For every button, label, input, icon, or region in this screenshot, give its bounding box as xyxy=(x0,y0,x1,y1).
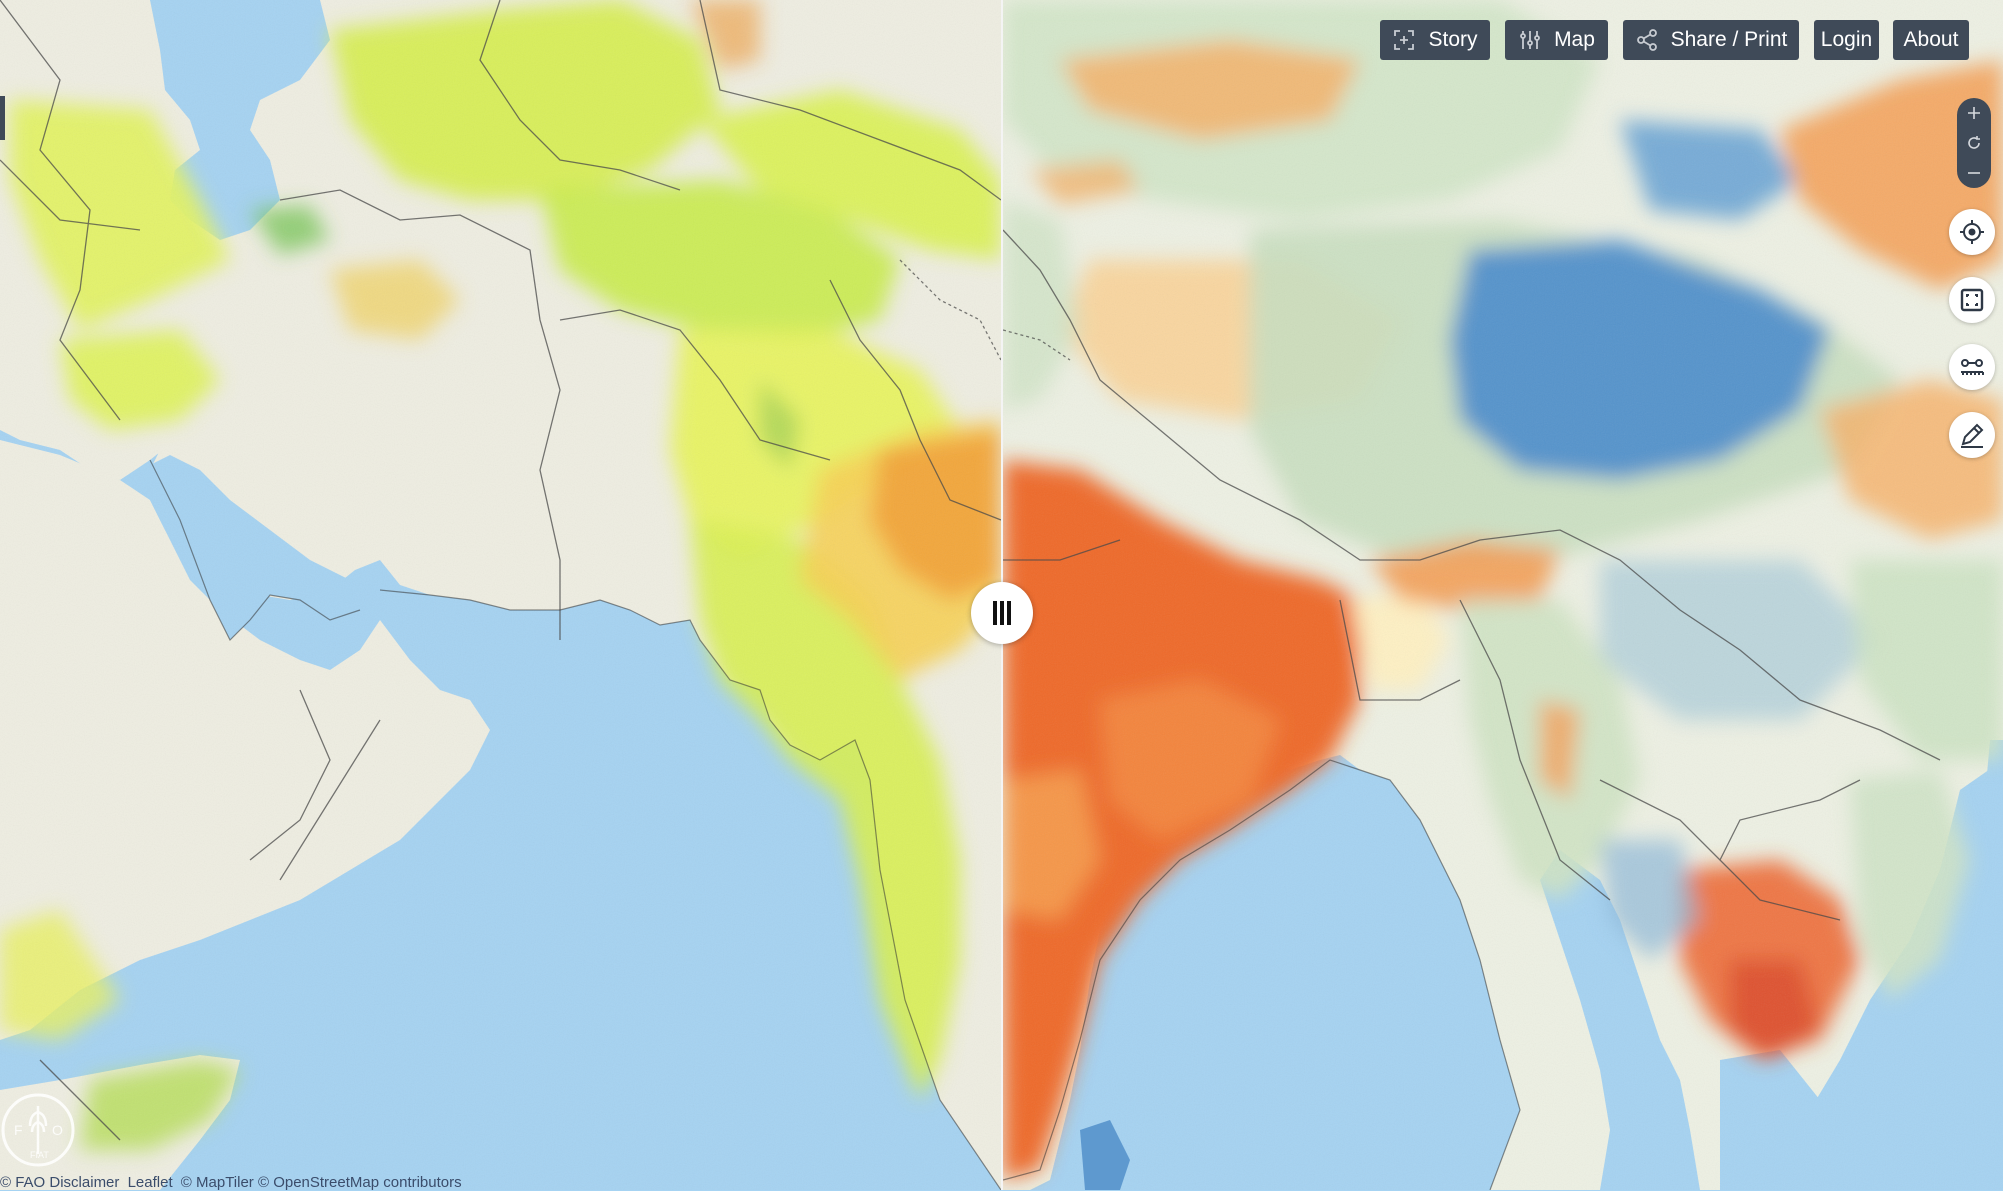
story-button[interactable]: Story xyxy=(1380,20,1490,60)
svg-text:O: O xyxy=(52,1122,63,1138)
fao-disclaimer-link[interactable]: © FAO Disclaimer xyxy=(0,1174,120,1191)
plus-icon xyxy=(1968,107,1980,119)
fullscreen-icon xyxy=(1960,288,1984,312)
crosshair-icon xyxy=(1960,220,1984,244)
measure-button[interactable] xyxy=(1949,344,1995,390)
zoom-control xyxy=(1957,98,1991,188)
side-panel-tab[interactable] xyxy=(0,96,5,140)
map-button[interactable]: Map xyxy=(1505,20,1608,60)
pencil-icon xyxy=(1961,423,1984,448)
map-attribution: © FAO Disclaimer Leaflet © MapTiler © Op… xyxy=(0,1174,466,1191)
disputed-borders xyxy=(899,259,1071,361)
swipe-handle[interactable] xyxy=(971,582,1033,644)
tile-attribution[interactable]: © MapTiler © OpenStreetMap contributors xyxy=(180,1174,462,1191)
zoom-in-button[interactable] xyxy=(1957,98,1991,128)
share-label: Share / Print xyxy=(1670,28,1788,51)
fullscreen-button[interactable] xyxy=(1949,277,1995,323)
sri-lanka xyxy=(1080,1120,1130,1190)
about-label: About xyxy=(1903,28,1959,51)
login-label: Login xyxy=(1820,28,1873,51)
svg-text:F: F xyxy=(14,1122,23,1138)
svg-text:FIAT: FIAT xyxy=(30,1150,49,1160)
about-button[interactable]: About xyxy=(1893,20,1969,60)
draw-button[interactable] xyxy=(1949,412,1995,458)
reset-view-button[interactable] xyxy=(1957,128,1991,158)
login-button[interactable]: Login xyxy=(1814,20,1879,60)
map-sliders-icon xyxy=(1518,28,1542,52)
coastlines xyxy=(149,459,1521,1190)
map-label: Map xyxy=(1554,28,1595,51)
share-print-button[interactable]: Share / Print xyxy=(1623,20,1799,60)
minus-icon xyxy=(1968,172,1980,174)
swipe-handle-icon xyxy=(993,601,1011,625)
country-borders xyxy=(0,0,1941,1141)
leaflet-link[interactable]: Leaflet xyxy=(127,1174,173,1191)
rotate-icon xyxy=(1968,136,1980,149)
story-expand-icon xyxy=(1392,28,1416,52)
share-icon xyxy=(1635,28,1659,52)
measure-icon xyxy=(1961,359,1984,375)
locate-button[interactable] xyxy=(1949,209,1995,255)
zoom-out-button[interactable] xyxy=(1957,158,1991,188)
story-label: Story xyxy=(1428,28,1478,51)
fao-logo-icon: F O FIAT xyxy=(1,1093,75,1167)
